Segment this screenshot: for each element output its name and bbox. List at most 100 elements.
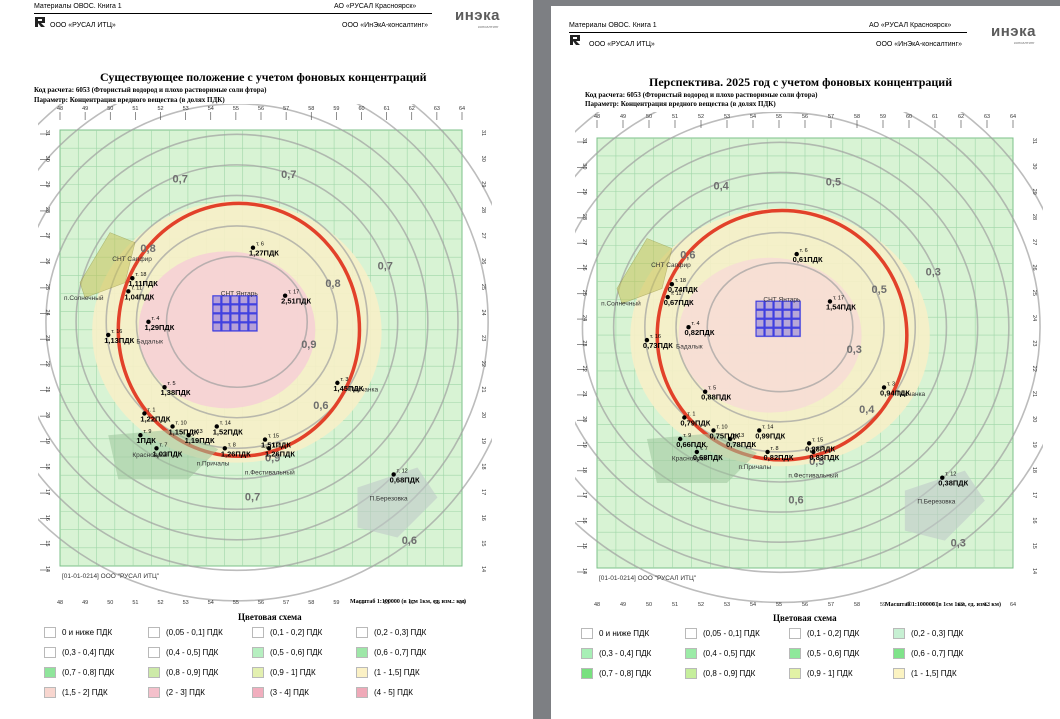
legend-label: (3 - 4] ПДК (270, 687, 309, 697)
y-tick-label: 31 (480, 130, 486, 136)
x-tick-label: 56 (802, 602, 808, 608)
point-value-label: 1,13ПДК (104, 336, 134, 345)
ineka-logo-sub: консалтинг (1014, 40, 1035, 45)
legend-label: (0,1 - 0,2] ПДК (807, 628, 860, 638)
calc-code: Код расчета: 6053 (Фтористый водород и п… (34, 86, 267, 94)
y-tick-label: 16 (480, 515, 486, 521)
legend-item: (3 - 4] ПДК (252, 686, 309, 698)
plant-block (239, 313, 249, 323)
point-value-label: 0,98ПДК (805, 444, 835, 453)
monitoring-point-marker (665, 294, 670, 300)
legend-label: (0,05 - 0,1] ПДК (703, 628, 760, 638)
isoline (165, 255, 309, 389)
isoline (644, 201, 917, 453)
monitoring-point-marker (214, 424, 219, 429)
x-tick-label: 48 (57, 106, 63, 112)
isoline-label: 0,7 (245, 492, 260, 504)
legend-item: (0,05 - 0,1] ПДК (685, 627, 760, 639)
isoline (75, 164, 399, 480)
y-tick-label: 24 (581, 315, 587, 321)
plant-block (230, 322, 240, 332)
map-title: Перспектива. 2025 год с учетом фоновых к… (649, 75, 953, 89)
x-tick-label: 50 (107, 600, 113, 606)
monitoring-point-marker (282, 293, 288, 298)
x-tick-label: 49 (620, 602, 626, 608)
point-value-label: 1,26ПДК (221, 449, 251, 458)
legend-swatch (356, 666, 368, 678)
x-tick-label: 53 (183, 106, 189, 112)
x-tick-label: 60 (359, 600, 365, 606)
x-tick-label: 52 (698, 114, 704, 120)
x-tick-label: 51 (132, 600, 138, 606)
isoline-label: 0,3 (847, 344, 862, 356)
y-tick-label: 30 (581, 163, 587, 169)
place-label: СНТ Сапфир (112, 256, 152, 263)
monitoring-point-marker (250, 245, 256, 250)
legend-swatch (789, 627, 801, 639)
legend-swatch (581, 627, 593, 639)
header-rule (569, 32, 967, 33)
legend-item: 0 и ниже ПДК (44, 626, 112, 638)
x-tick-label: 62 (958, 114, 964, 120)
place-label: Бадалык (136, 339, 163, 346)
plant-block (773, 309, 783, 319)
concentration-map: 0,4 0,5 0,6 0,5 0,3 0,5 0,6 0,4 0,3 0,3 СНТ Сапфир… (551, 51, 1060, 608)
legend-title: Цветовая схема (773, 613, 837, 623)
point-id-label: т. 15 (268, 434, 279, 440)
x-tick-label: 53 (724, 602, 730, 608)
plant-block (230, 313, 240, 323)
y-tick-label: 26 (1031, 264, 1037, 270)
y-tick-label: 27 (480, 233, 486, 239)
point-value-label: 0,75ПДК (709, 431, 739, 440)
plant-block (248, 322, 258, 332)
point-value-label: 0,67ПДК (664, 298, 694, 307)
isoline-label: 0,4 (859, 404, 875, 416)
settlement-area (79, 232, 136, 298)
point-value-label: 0,78ПДК (726, 440, 756, 449)
plant-block (212, 295, 222, 305)
x-tick-label: 59 (880, 114, 886, 120)
legend-item: (2 - 3] ПДК (148, 686, 205, 698)
place-label: п.Фестивальный (788, 472, 838, 480)
y-tick-label: 23 (44, 335, 50, 341)
map-title: Существующее положение с учетом фоновых … (100, 70, 427, 84)
legend-title: Цветовая схема (238, 612, 302, 622)
legend-label: (0,3 - 0,4] ПДК (599, 648, 652, 658)
monitoring-point-marker (702, 389, 708, 394)
monitoring-point-marker (694, 449, 700, 455)
plant-block (791, 300, 801, 310)
legend-label: (0,5 - 0,6] ПДК (270, 647, 323, 657)
point-id-label: т. 10 (716, 424, 727, 430)
x-tick-label: 54 (750, 114, 756, 120)
monitoring-point-marker (811, 449, 816, 455)
y-tick-label: 26 (44, 258, 50, 264)
point-id-label: т. 7 (700, 446, 708, 452)
isoline (135, 225, 339, 419)
legend-item: (0,05 - 0,1] ПДК (148, 626, 223, 638)
point-value-label: 2,51ПДК (281, 297, 311, 306)
monitoring-point-marker (170, 424, 175, 429)
settlement-area (646, 433, 757, 483)
point-value-label: 0,88ПДК (701, 393, 731, 402)
x-tick-label: 58 (854, 114, 860, 120)
y-tick-label: 23 (1031, 340, 1037, 346)
monitoring-point-marker (669, 282, 675, 287)
isoline-label: 0,7 (281, 169, 296, 181)
isoline (581, 141, 979, 513)
y-tick-label: 31 (44, 130, 50, 136)
legend-label: (2 - 3] ПДК (166, 687, 205, 697)
plant-block (212, 322, 222, 332)
monitoring-point-marker (794, 251, 799, 257)
point-id-label: т. 1 (147, 407, 155, 413)
y-tick-label: 18 (480, 463, 486, 469)
legend-swatch (789, 667, 801, 679)
legend-swatch (44, 686, 56, 698)
legend-item: (0,9 - 1] ПДК (789, 667, 853, 679)
legend-label: (0,4 - 0,5] ПДК (166, 647, 219, 657)
x-tick-label: 61 (384, 600, 390, 606)
legend-item: (0,3 - 0,4] ПДК (581, 647, 651, 659)
point-value-label: 0,83ПДК (809, 453, 839, 462)
isoline (706, 261, 854, 393)
legend-item: (1,5 - 2] ПДК (44, 686, 108, 698)
x-tick-label: 49 (82, 106, 88, 112)
